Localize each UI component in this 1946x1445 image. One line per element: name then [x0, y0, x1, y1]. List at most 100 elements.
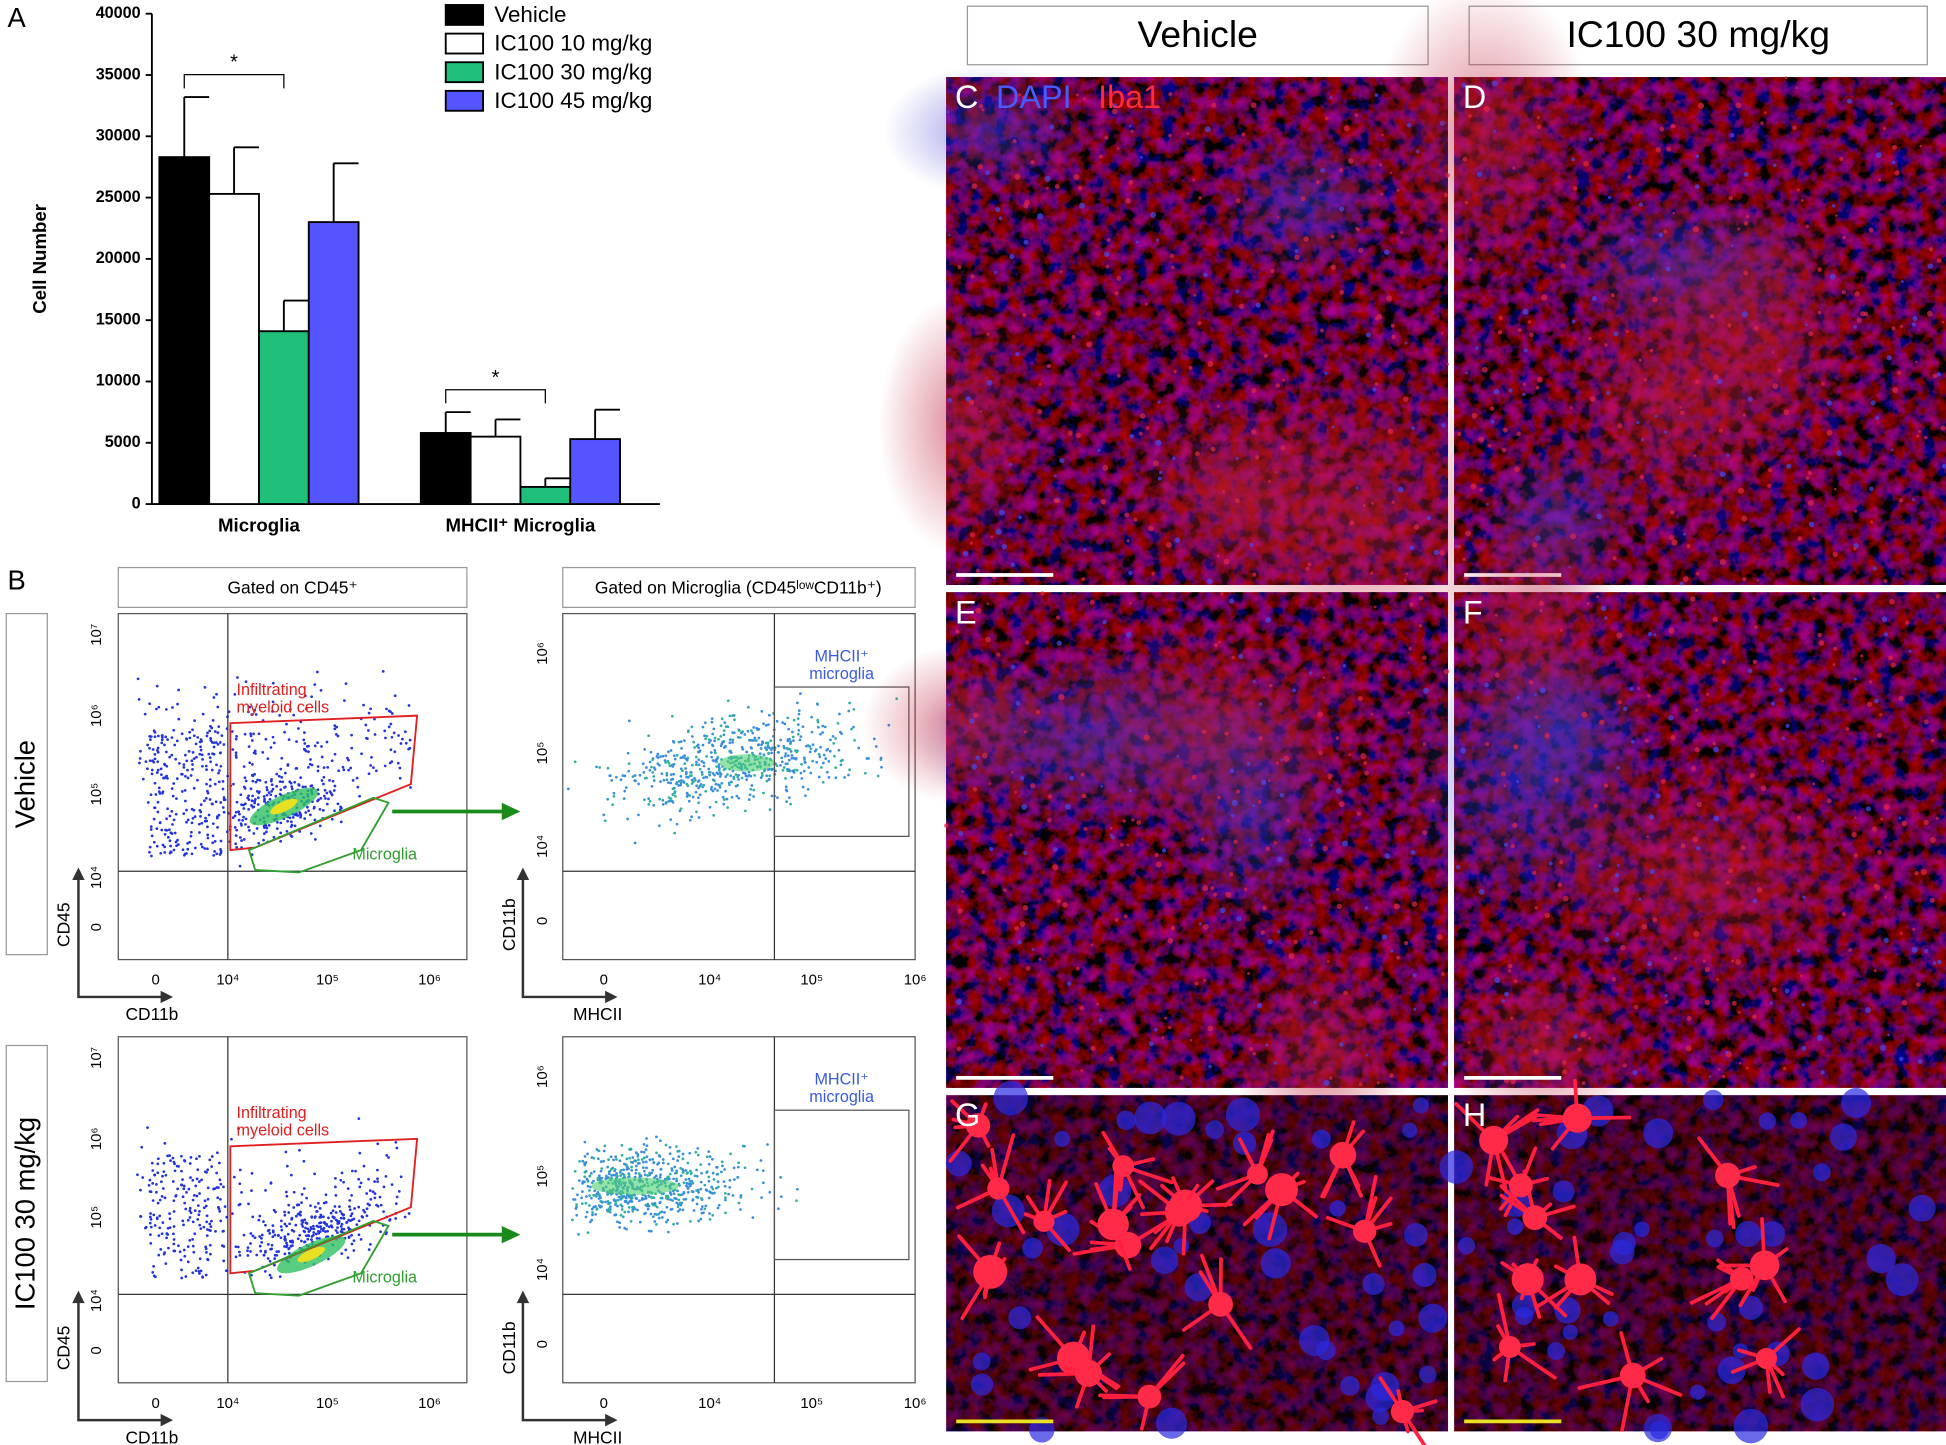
cell-dot — [154, 731, 157, 734]
cell-speck — [986, 602, 989, 605]
cell-dot — [634, 1172, 637, 1175]
cell-dot — [803, 770, 806, 773]
cell-dot — [214, 840, 217, 843]
cell-dot — [189, 1216, 192, 1219]
cell-speck — [1653, 633, 1656, 636]
cell-dot — [242, 807, 245, 810]
cell-dot — [368, 712, 371, 715]
cell-dot — [191, 1238, 194, 1241]
cell-speck — [1236, 198, 1241, 203]
cell-dot — [150, 735, 153, 738]
cell-dot — [354, 1170, 357, 1173]
cell-dot — [200, 822, 203, 825]
y-tick-label: 25000 — [96, 188, 141, 206]
microglia-soma — [1509, 1173, 1533, 1197]
cell-dot — [728, 781, 731, 784]
cell-dot — [340, 1217, 343, 1220]
cell-dot — [206, 826, 209, 829]
cell-speck — [1249, 1047, 1253, 1051]
arrow-head — [502, 803, 521, 820]
cell-dot — [218, 780, 221, 783]
cell-dot — [761, 774, 764, 777]
cell-dot — [710, 751, 713, 754]
cell-speck — [1233, 839, 1238, 844]
cell-speck — [1048, 794, 1052, 798]
x-tick-label: 10⁵ — [316, 1395, 339, 1412]
cell-speck — [1059, 270, 1062, 273]
cell-dot — [389, 762, 392, 765]
gate-label: microglia — [809, 1088, 874, 1106]
cell-dot — [257, 796, 260, 799]
cell-dot — [631, 1206, 634, 1209]
cell-speck — [994, 271, 997, 274]
cell-speck — [1757, 579, 1760, 582]
cell-speck — [1924, 436, 1928, 440]
cell-dot — [177, 689, 180, 692]
cell-dot — [652, 804, 655, 807]
cell-speck — [1236, 916, 1241, 921]
cell-dot — [682, 1198, 685, 1201]
cell-dot — [776, 720, 779, 723]
cell-speck — [1207, 578, 1213, 584]
cell-dot — [310, 1216, 313, 1219]
arrow-head — [517, 867, 529, 879]
cell-dot — [224, 798, 227, 801]
cell-speck — [1179, 1075, 1183, 1079]
cell-dot — [589, 1186, 592, 1189]
cell-dot — [341, 1223, 344, 1226]
nucleus — [1643, 1118, 1673, 1148]
cell-dot — [645, 766, 648, 769]
cell-speck — [1274, 841, 1277, 844]
cell-speck — [1109, 1056, 1114, 1061]
cell-dot — [239, 1203, 242, 1206]
cell-dot — [184, 775, 187, 778]
cell-dot — [647, 734, 650, 737]
cell-dot — [207, 1186, 210, 1189]
cell-dot — [295, 1215, 298, 1218]
cell-dot — [325, 1223, 328, 1226]
cell-dot — [199, 1227, 202, 1230]
cell-dot — [162, 1162, 165, 1165]
cell-dot — [672, 1157, 675, 1160]
cell-dot — [606, 1176, 609, 1179]
nucleus — [1690, 1384, 1705, 1399]
cell-dot — [285, 723, 288, 726]
cell-speck — [1778, 369, 1782, 373]
cell-dot — [843, 776, 846, 779]
cell-dot — [776, 764, 779, 767]
cell-speck — [1145, 303, 1148, 306]
cell-dot — [288, 1222, 291, 1225]
nucleus — [1634, 1222, 1649, 1237]
cell-dot — [286, 1165, 289, 1168]
cell-speck — [1023, 905, 1028, 910]
cell-dot — [169, 839, 172, 842]
cell-dot — [245, 817, 248, 820]
cell-dot — [150, 1226, 153, 1229]
cell-dot — [269, 798, 272, 801]
cell-speck — [1331, 265, 1336, 270]
cell-speck — [1049, 125, 1054, 130]
cell-speck — [1767, 484, 1771, 488]
cell-dot — [644, 1195, 647, 1198]
cell-dot — [837, 722, 840, 725]
cell-speck — [1055, 184, 1060, 189]
cell-dot — [193, 1232, 196, 1235]
gate-label: Infiltrating — [237, 681, 307, 699]
cell-dot — [385, 1154, 388, 1157]
cell-dot — [641, 1197, 644, 1200]
cell-dot — [182, 1195, 185, 1198]
nucleus — [1418, 1304, 1447, 1333]
cell-speck — [1604, 937, 1609, 942]
cell-dot — [760, 747, 763, 750]
cell-speck — [1941, 425, 1946, 430]
cell-speck — [1692, 837, 1698, 843]
cell-speck — [1270, 269, 1274, 273]
cell-speck — [1936, 594, 1940, 598]
cell-speck — [1265, 617, 1271, 623]
column-header: Gated on CD45⁺ — [228, 577, 358, 597]
cell-dot — [717, 1180, 720, 1183]
cell-speck — [1199, 922, 1202, 925]
cell-speck — [1144, 734, 1150, 740]
cell-dot — [261, 1234, 264, 1237]
cell-dot — [277, 1234, 280, 1237]
